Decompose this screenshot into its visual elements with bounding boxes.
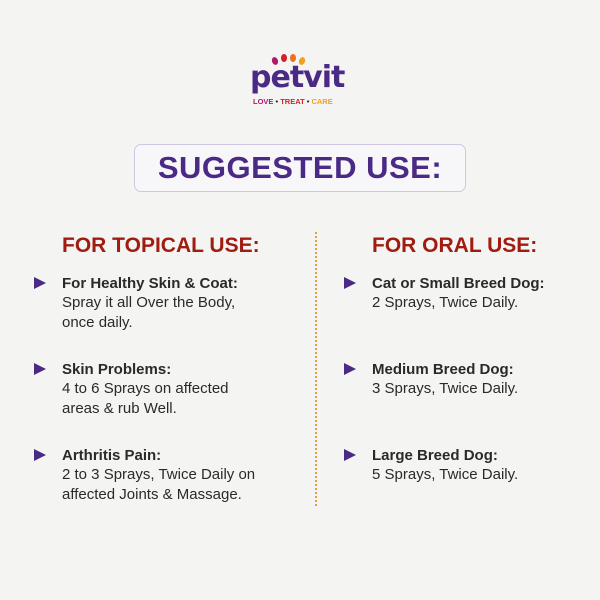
topical-column: FOR TOPICAL USE: For Healthy Skin & Coat…: [34, 232, 300, 532]
item-text: areas & rub Well.: [62, 400, 177, 417]
item-text: 5 Sprays, Twice Daily.: [372, 466, 519, 483]
oral-heading: FOR ORAL USE:: [372, 234, 538, 257]
item-text: once daily.: [62, 314, 133, 331]
page-title: SUGGESTED USE:: [157, 150, 443, 185]
item-title: Skin Problems:: [62, 361, 172, 378]
item-title: Arthritis Pain:: [62, 447, 162, 464]
item-text: 2 Sprays, Twice Daily.: [372, 294, 519, 311]
column-divider: [315, 232, 317, 506]
item-title: For Healthy Skin & Coat:: [62, 275, 238, 292]
item-text: affected Joints & Massage.: [62, 486, 242, 503]
paw-toe-icon: [281, 54, 287, 62]
logo-tagline: LOVE • TREAT • CARE: [253, 97, 333, 106]
petvit-logo: petvit LOVE • TREAT • CARE: [246, 54, 356, 110]
list-item: Skin Problems: 4 to 6 Sprays on affected a…: [34, 360, 300, 446]
arrow-icon: [344, 277, 356, 289]
item-text: 2 to 3 Sprays, Twice Daily on: [62, 466, 256, 483]
title-box: SUGGESTED USE:: [134, 144, 466, 192]
logo-wordmark: petvit: [250, 60, 345, 95]
topical-heading: FOR TOPICAL USE:: [62, 234, 260, 257]
list-item: Medium Breed Dog: 3 Sprays, Twice Daily.: [344, 360, 594, 446]
arrow-icon: [34, 449, 46, 461]
oral-column: FOR ORAL USE: Cat or Small Breed Dog: 2 S…: [344, 232, 594, 532]
item-title: Cat or Small Breed Dog:: [372, 275, 545, 292]
arrow-icon: [34, 277, 46, 289]
tagline-treat: TREAT: [280, 97, 305, 106]
list-item: Large Breed Dog: 5 Sprays, Twice Daily.: [344, 446, 594, 532]
item-title: Medium Breed Dog:: [372, 361, 514, 378]
arrow-icon: [344, 449, 356, 461]
arrow-icon: [344, 363, 356, 375]
item-title: Large Breed Dog:: [372, 447, 498, 464]
arrow-icon: [34, 363, 46, 375]
item-text: 3 Sprays, Twice Daily.: [372, 380, 519, 397]
list-item: For Healthy Skin & Coat: Spray it all Ove…: [34, 274, 300, 360]
list-item: Cat or Small Breed Dog: 2 Sprays, Twice D…: [344, 274, 594, 360]
list-item: Arthritis Pain: 2 to 3 Sprays, Twice Dail…: [34, 446, 300, 532]
item-text: Spray it all Over the Body,: [62, 294, 236, 311]
item-text: 4 to 6 Sprays on affected: [62, 380, 229, 397]
tagline-love: LOVE: [253, 97, 274, 106]
tagline-care: CARE: [311, 97, 333, 106]
paw-toe-icon: [290, 54, 296, 62]
